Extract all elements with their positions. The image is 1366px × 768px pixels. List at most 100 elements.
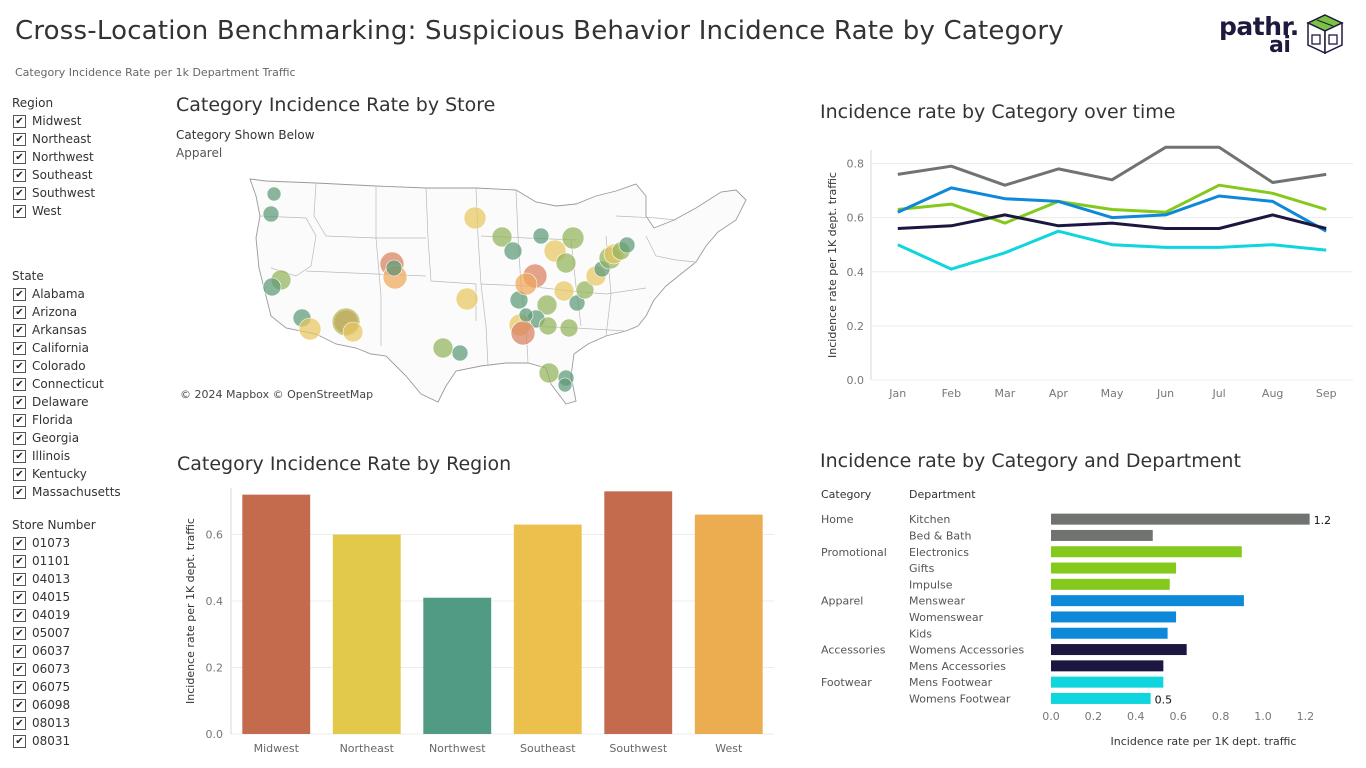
state-filter-item[interactable]: ✔ Arizona (12, 303, 137, 321)
checkbox-checked-icon[interactable]: ✔ (13, 323, 26, 337)
region-filter-item[interactable]: ✔ Northeast (12, 130, 132, 148)
state-filter-item[interactable]: ✔ Delaware (12, 393, 137, 411)
region-filter-item[interactable]: ✔ Southwest (12, 184, 132, 202)
store-bubble (262, 277, 282, 297)
checkbox-checked-icon[interactable]: ✔ (13, 186, 26, 200)
state-filter-item[interactable]: ✔ Georgia (12, 429, 137, 447)
checkbox-checked-icon[interactable]: ✔ (13, 132, 26, 146)
y-tick-label: 0.4 (847, 266, 865, 279)
y-tick-label: 0.6 (847, 212, 865, 225)
checkbox-checked-icon[interactable]: ✔ (13, 644, 26, 658)
region-filter-item[interactable]: ✔ Midwest (12, 112, 132, 130)
region-bar (332, 534, 401, 734)
x-tick-label: 0.6 (1169, 710, 1187, 723)
y-axis-label: Incidence rate per 1K dept. traffic (184, 518, 197, 704)
store-filter-item[interactable]: ✔ 06098 (12, 696, 132, 714)
state-filter-label: Kentucky (32, 467, 87, 481)
department-bar (1051, 611, 1177, 623)
state-filter-label: Florida (32, 413, 73, 427)
state-filter-list[interactable]: ✔ Alabama ✔ Arizona ✔ Arkansas ✔ California ✔ Col… (12, 285, 137, 505)
store-map[interactable]: © 2024 Mapbox © OpenStreetMap (176, 176, 760, 406)
checkbox-checked-icon[interactable]: ✔ (13, 734, 26, 748)
store-filter-item[interactable]: ✔ 01101 (12, 552, 132, 570)
state-filter-label: Massachusetts (32, 485, 121, 499)
state-filter-item[interactable]: ✔ Florida (12, 411, 137, 429)
checkbox-checked-icon[interactable]: ✔ (13, 485, 26, 499)
region-filter-label: Southwest (32, 186, 96, 200)
x-tick-label: Northeast (340, 742, 395, 755)
store-filter-item[interactable]: ✔ 01073 (12, 534, 132, 552)
state-filter-label: California (32, 341, 89, 355)
checkbox-checked-icon[interactable]: ✔ (13, 662, 26, 676)
checkbox-checked-icon[interactable]: ✔ (13, 377, 26, 391)
checkbox-checked-icon[interactable]: ✔ (13, 590, 26, 604)
checkbox-checked-icon[interactable]: ✔ (13, 554, 26, 568)
x-tick-label: Southeast (520, 742, 576, 755)
region-filter-item[interactable]: ✔ Southeast (12, 166, 132, 184)
state-filter-item[interactable]: ✔ California (12, 339, 137, 357)
checkbox-checked-icon[interactable]: ✔ (13, 680, 26, 694)
department-bar (1051, 595, 1244, 607)
store-filter-item[interactable]: ✔ 06075 (12, 678, 132, 696)
department-bar (1051, 562, 1177, 574)
store-bubble (510, 320, 536, 346)
checkbox-checked-icon[interactable]: ✔ (13, 150, 26, 164)
store-bubble (559, 318, 579, 338)
state-filter-item[interactable]: ✔ Alabama (12, 285, 137, 303)
checkbox-checked-icon[interactable]: ✔ (13, 168, 26, 182)
state-filter-label: Arizona (32, 305, 78, 319)
store-filter-item[interactable]: ✔ 06073 (12, 660, 132, 678)
state-filter-item[interactable]: ✔ Arkansas (12, 321, 137, 339)
checkbox-checked-icon[interactable]: ✔ (13, 698, 26, 712)
checkbox-checked-icon[interactable]: ✔ (13, 114, 26, 128)
y-tick-label: 0.2 (847, 320, 865, 333)
map-attribution: © 2024 Mapbox © OpenStreetMap (180, 388, 373, 401)
checkbox-checked-icon[interactable]: ✔ (13, 413, 26, 427)
store-filter-item[interactable]: ✔ 04019 (12, 606, 132, 624)
checkbox-checked-icon[interactable]: ✔ (13, 449, 26, 463)
store-filter-label: 04019 (32, 608, 71, 622)
logo-text-top: pathr. (1219, 12, 1299, 41)
checkbox-checked-icon[interactable]: ✔ (13, 716, 26, 730)
x-tick-label: 0.4 (1127, 710, 1145, 723)
store-filter-item[interactable]: ✔ 05007 (12, 624, 132, 642)
checkbox-checked-icon[interactable]: ✔ (13, 467, 26, 481)
state-filter-label: Arkansas (32, 323, 87, 337)
checkbox-checked-icon[interactable]: ✔ (13, 305, 26, 319)
store-filter-item[interactable]: ✔ 04015 (12, 588, 132, 606)
state-filter-item[interactable]: ✔ Kentucky (12, 465, 137, 483)
region-filter-item[interactable]: ✔ West (12, 202, 132, 220)
checkbox-checked-icon[interactable]: ✔ (13, 287, 26, 301)
x-tick-label: 0.8 (1212, 710, 1230, 723)
department-bar (1051, 692, 1151, 704)
state-filter-item[interactable]: ✔ Illinois (12, 447, 137, 465)
region-filter-title: Region (12, 96, 54, 110)
store-filter-list[interactable]: ✔ 01073 ✔ 01101 ✔ 04013 ✔ 04015 ✔ 04019 ✔ 05007 ✔ 060… (12, 534, 132, 754)
store-bubbles[interactable] (262, 186, 636, 393)
checkbox-checked-icon[interactable]: ✔ (13, 536, 26, 550)
store-filter-item[interactable]: ✔ 08013 (12, 714, 132, 732)
store-filter-item[interactable]: ✔ 08031 (12, 732, 132, 750)
region-filter-item[interactable]: ✔ Northwest (12, 148, 132, 166)
state-filter-item[interactable]: ✔ Massachusetts (12, 483, 137, 501)
checkbox-checked-icon[interactable]: ✔ (13, 395, 26, 409)
checkbox-checked-icon[interactable]: ✔ (13, 431, 26, 445)
department-bar (1051, 578, 1170, 590)
store-filter-title: Store Number (12, 518, 96, 532)
checkbox-checked-icon[interactable]: ✔ (13, 608, 26, 622)
state-filter-item[interactable]: ✔ Colorado (12, 357, 137, 375)
checkbox-checked-icon[interactable]: ✔ (13, 204, 26, 218)
store-bubble (557, 377, 573, 393)
x-tick-label: Jul (1211, 387, 1225, 400)
state-filter-item[interactable]: ✔ Connecticut (12, 375, 137, 393)
checkbox-checked-icon[interactable]: ✔ (13, 626, 26, 640)
store-filter-item[interactable]: ✔ 06037 (12, 642, 132, 660)
checkbox-checked-icon[interactable]: ✔ (13, 572, 26, 586)
store-filter-item[interactable]: ✔ 04013 (12, 570, 132, 588)
checkbox-checked-icon[interactable]: ✔ (13, 359, 26, 373)
store-bubble (532, 227, 550, 245)
checkbox-checked-icon[interactable]: ✔ (13, 341, 26, 355)
store-bubble (555, 252, 577, 274)
region-filter-label: Northeast (32, 132, 92, 146)
state-filter-label: Georgia (32, 431, 80, 445)
